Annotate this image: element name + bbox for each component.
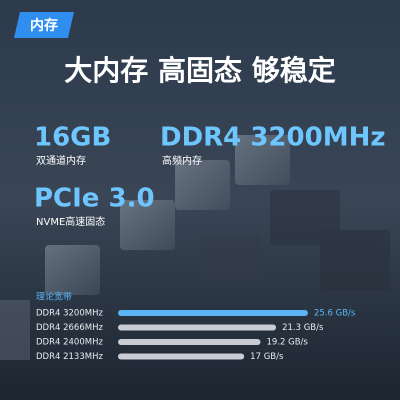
- value-label: 21.3 GB/s: [282, 323, 324, 333]
- category-label: DDR4 2400MHz: [36, 338, 103, 348]
- bar: [118, 310, 308, 316]
- value-label: 19.2 GB/s: [267, 338, 309, 348]
- spec-title: 16GB: [34, 123, 111, 153]
- spec-title: PCIe 3.0: [34, 184, 155, 214]
- value-label: 25.6 GB/s: [314, 309, 356, 319]
- spec-title: DDR4 3200MHz: [160, 123, 385, 153]
- category-label: DDR4 2666MHz: [36, 323, 103, 333]
- chart-title: 理论宽带: [36, 291, 72, 303]
- spec-subtitle: 高频内存: [162, 154, 202, 167]
- bar: [118, 339, 261, 345]
- value-label: 17 GB/s: [250, 352, 284, 362]
- spec-subtitle: NVME高速固态: [36, 215, 105, 228]
- bar: [118, 353, 245, 360]
- badge: 内存: [30, 17, 58, 34]
- headline: 大内存 高固态 够稳定: [64, 54, 336, 87]
- category-label: DDR4 3200MHz: [36, 309, 103, 319]
- badge-bg: [14, 12, 74, 38]
- spec-subtitle: 双通道内存: [36, 154, 86, 167]
- bar: [118, 324, 277, 331]
- board-decoration: [0, 135, 390, 360]
- category-label: DDR4 2133MHz: [36, 352, 103, 362]
